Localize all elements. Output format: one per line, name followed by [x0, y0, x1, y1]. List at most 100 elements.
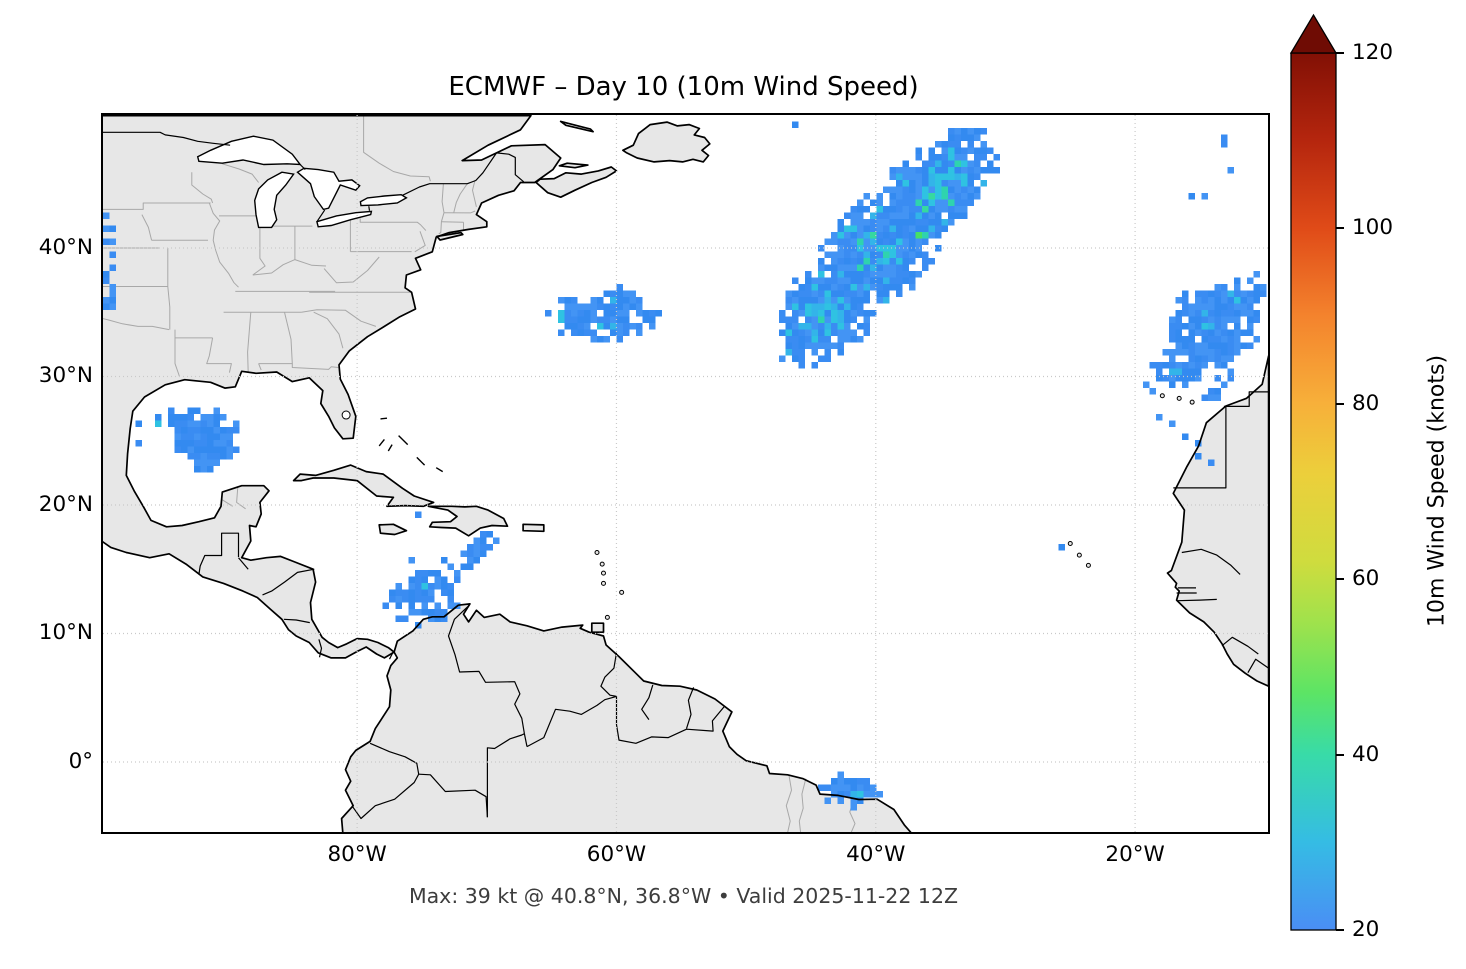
wind-cell — [1169, 420, 1176, 427]
wind-cell — [1175, 368, 1182, 375]
wind-cell — [460, 550, 467, 557]
wind-cell — [844, 310, 851, 317]
wind-cell — [935, 245, 942, 252]
wind-cell — [831, 277, 838, 284]
wind-cell — [1169, 381, 1176, 388]
wind-cell — [883, 297, 890, 304]
wind-cell — [928, 232, 935, 239]
wind-cell — [779, 310, 786, 317]
wind-cell — [395, 596, 402, 603]
wind-cell — [928, 212, 935, 219]
wind-cell — [818, 303, 825, 310]
wind-cell — [922, 160, 929, 167]
wind-cell — [857, 251, 864, 258]
wind-cell — [1188, 303, 1195, 310]
wind-cell — [896, 219, 903, 226]
wind-cell — [616, 297, 623, 304]
wind-cell — [850, 264, 857, 271]
wind-cell — [954, 154, 961, 161]
wind-cell — [1234, 323, 1241, 330]
wind-cell — [980, 128, 987, 135]
wind-cell — [837, 329, 844, 336]
wind-cell — [941, 141, 948, 148]
wind-cell — [863, 264, 870, 271]
wind-cell — [1214, 355, 1221, 362]
wind-cell — [1214, 329, 1221, 336]
wind-cell — [902, 167, 909, 174]
colorbar-label: 10m Wind Speed (knots) — [1424, 354, 1450, 628]
wind-cell — [181, 427, 188, 434]
wind-cell — [928, 199, 935, 206]
wind-cell — [636, 297, 643, 304]
wind-cell — [844, 264, 851, 271]
map-canvas — [103, 115, 1268, 832]
wind-cell — [831, 297, 838, 304]
wind-cell — [941, 219, 948, 226]
wind-cell — [850, 284, 857, 291]
wind-cell — [1247, 297, 1254, 304]
wind-cell — [792, 290, 799, 297]
wind-cell — [805, 277, 812, 284]
wind-cell — [415, 511, 422, 518]
wind-cell — [220, 453, 227, 460]
wind-cell — [200, 446, 207, 453]
wind-cell — [1234, 329, 1241, 336]
wind-cell — [792, 316, 799, 323]
wind-cell — [434, 583, 441, 590]
wind-cell — [220, 446, 227, 453]
wind-cell — [870, 232, 877, 239]
wind-cell — [961, 147, 968, 154]
wind-cell — [187, 440, 194, 447]
wind-cell — [870, 199, 877, 206]
wind-cell — [1214, 297, 1221, 304]
wind-cell — [844, 277, 851, 284]
wind-cell — [941, 193, 948, 200]
wind-cell — [200, 420, 207, 427]
wind-cell — [831, 784, 838, 791]
wind-cell — [909, 284, 916, 291]
wind-cell — [922, 167, 929, 174]
wind-cell — [220, 414, 227, 421]
wind-cell — [1188, 342, 1195, 349]
wind-cell — [1169, 368, 1176, 375]
wind-cell — [1247, 310, 1254, 317]
wind-cell — [961, 193, 968, 200]
wind-cell — [1182, 297, 1189, 304]
wind-cell — [896, 290, 903, 297]
wind-cell — [831, 258, 838, 265]
wind-cell — [824, 355, 831, 362]
wind-cell — [1201, 310, 1208, 317]
wind-cell — [213, 433, 220, 440]
wind-cell — [785, 323, 792, 330]
wind-cell — [922, 212, 929, 219]
wind-cell — [1182, 375, 1189, 382]
wind-cell — [480, 550, 487, 557]
wind-cell — [1240, 342, 1247, 349]
wind-cell — [857, 238, 864, 245]
wind-cell — [1247, 342, 1254, 349]
wind-cell — [961, 173, 968, 180]
wind-cell — [649, 323, 656, 330]
wind-cell — [428, 615, 435, 622]
wind-cell — [824, 323, 831, 330]
wind-cell — [1188, 355, 1195, 362]
wind-cell — [967, 173, 974, 180]
wind-cell — [844, 329, 851, 336]
wind-cell — [987, 147, 994, 154]
wind-cell — [1195, 440, 1202, 447]
colorbar-tick-label: 100 — [1352, 215, 1394, 241]
wind-cell — [1208, 355, 1215, 362]
wind-cell — [818, 297, 825, 304]
wind-cell — [844, 784, 851, 791]
wind-cell — [1260, 284, 1267, 291]
wind-cell — [1234, 303, 1241, 310]
wind-cell — [421, 602, 428, 609]
wind-cell — [1169, 355, 1176, 362]
wind-cell — [935, 232, 942, 239]
wind-cell — [915, 251, 922, 258]
wind-cell — [857, 290, 864, 297]
wind-cell — [428, 583, 435, 590]
wind-cell — [558, 316, 565, 323]
wind-cell — [915, 199, 922, 206]
wind-cell — [181, 446, 188, 453]
